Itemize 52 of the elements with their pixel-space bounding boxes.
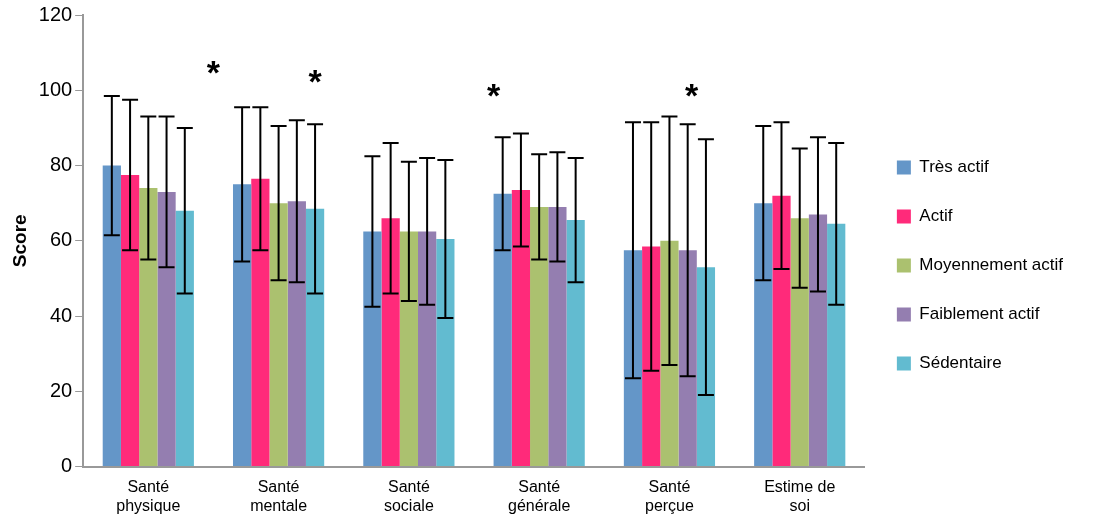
bar xyxy=(363,231,382,467)
x-tick-label: Santé générale xyxy=(508,477,571,514)
legend-label: Très actif xyxy=(919,157,989,177)
y-tick-label: 0 xyxy=(61,454,73,477)
bar xyxy=(642,246,661,467)
annotation: * xyxy=(684,75,699,114)
bar xyxy=(157,191,176,467)
x-tick-label: Santé physique xyxy=(116,477,181,514)
bar xyxy=(305,208,325,467)
y-tick-label: 20 xyxy=(49,378,73,401)
bar xyxy=(175,210,194,467)
bar xyxy=(233,184,252,467)
bar xyxy=(102,165,121,467)
bar xyxy=(120,174,140,467)
bar xyxy=(511,190,531,467)
bar xyxy=(139,188,158,467)
x-tick-label: Santé sociale xyxy=(383,477,434,514)
x-tick-label: Estime de soi xyxy=(764,477,836,514)
y-tick-label: 120 xyxy=(38,2,73,25)
x-tick-label: Santé perçue xyxy=(644,477,695,514)
bar xyxy=(660,240,679,467)
legend-label: Actif xyxy=(919,206,953,226)
annotation: * xyxy=(206,53,221,92)
bar xyxy=(399,231,418,467)
bar xyxy=(287,201,306,467)
annotation: * xyxy=(486,75,501,114)
bar xyxy=(772,195,791,467)
bar xyxy=(566,220,585,467)
y-tick-label: 80 xyxy=(49,153,73,176)
bar xyxy=(251,178,270,467)
bar xyxy=(790,218,809,467)
bar xyxy=(827,223,846,467)
bar xyxy=(530,206,549,467)
bar xyxy=(754,203,773,467)
bar xyxy=(548,206,567,467)
bar xyxy=(696,267,716,467)
y-tick-label: 60 xyxy=(49,228,73,251)
y-tick-label: 40 xyxy=(49,303,73,326)
bar xyxy=(269,203,288,467)
bar xyxy=(381,218,400,467)
bar xyxy=(436,238,455,467)
bar xyxy=(493,193,512,467)
y-tick-label: 100 xyxy=(38,77,73,100)
bar xyxy=(418,231,437,467)
legend-label: Faiblement actif xyxy=(919,304,1040,324)
y-axis-title: Score xyxy=(8,214,30,268)
x-tick-label: Santé mentale xyxy=(250,477,308,514)
annotation: * xyxy=(308,62,323,101)
bar xyxy=(808,214,828,467)
legend-label: Sédentaire xyxy=(919,353,1002,373)
bar xyxy=(678,250,697,467)
legend-label: Moyennement actif xyxy=(919,255,1064,275)
